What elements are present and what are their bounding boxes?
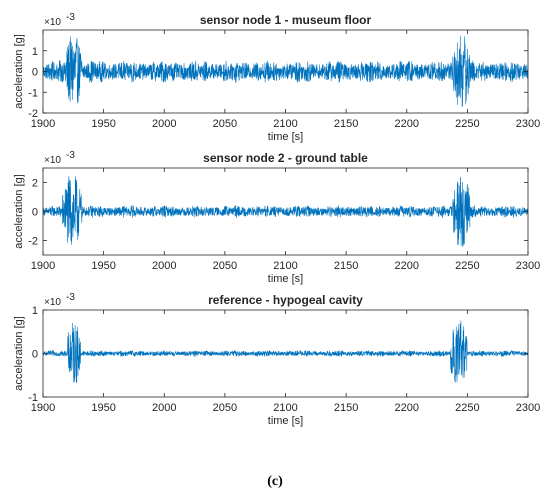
y-scale-exponent: -3 xyxy=(66,12,75,23)
x-tick-label: 1900 xyxy=(31,260,55,272)
signal-series-line xyxy=(43,176,528,247)
x-tick-label: 2200 xyxy=(395,260,419,272)
x-tick-label: 2150 xyxy=(334,402,358,414)
x-tick-label: 2150 xyxy=(334,118,358,130)
x-tick-label: 2100 xyxy=(273,118,297,130)
x-tick-label: 2000 xyxy=(152,260,176,272)
x-tick-label: 1950 xyxy=(91,402,115,414)
y-tick-label: -2 xyxy=(28,236,38,248)
signal-series-line xyxy=(43,35,528,107)
y-scale-factor: ×10 xyxy=(44,155,61,166)
x-tick-label: 2300 xyxy=(516,402,540,414)
panel-label: (c) xyxy=(267,474,283,489)
chart-2: 1900 1950 2000 2050 2100 2150 2200 2250 2300 -2 0 2… xyxy=(13,150,540,285)
y-tick-label: -1 xyxy=(28,392,38,404)
y-tick-label: -1 xyxy=(28,87,38,99)
chart-title: sensor node 1 - museum floor xyxy=(200,13,372,27)
x-tick-label: 2100 xyxy=(273,402,297,414)
x-tick-label: 2300 xyxy=(516,118,540,130)
x-tick-label: 1900 xyxy=(31,402,55,414)
x-tick-label: 2300 xyxy=(516,260,540,272)
y-scale-exponent: -3 xyxy=(66,292,75,303)
x-tick-label: 2150 xyxy=(334,260,358,272)
signal-series-line xyxy=(43,320,528,383)
x-tick-label: 2000 xyxy=(152,402,176,414)
y-axis-label: acceleration [g] xyxy=(13,174,25,249)
x-tick-label: 2000 xyxy=(152,118,176,130)
y-axis-label: acceleration [g] xyxy=(13,34,25,109)
y-scale-factor: ×10 xyxy=(44,17,61,28)
y-tick-label: 1 xyxy=(32,46,38,58)
y-scale-exponent: -3 xyxy=(66,150,75,161)
y-tick-label: 0 xyxy=(32,349,38,361)
x-tick-label: 1950 xyxy=(91,118,115,130)
x-tick-label: 2200 xyxy=(395,118,419,130)
chart-3: 1900 1950 2000 2050 2100 2150 2200 2250 2300 -1 0 1… xyxy=(13,292,540,427)
y-scale-factor: ×10 xyxy=(44,297,61,308)
y-tick-label: 2 xyxy=(32,178,38,190)
y-axis-label: acceleration [g] xyxy=(13,316,25,391)
x-axis-label: time [s] xyxy=(268,131,303,143)
y-tick-label: 0 xyxy=(32,67,38,79)
y-tick-label: 0 xyxy=(32,207,38,219)
chart-title: reference - hypogeal cavity xyxy=(208,293,363,307)
x-tick-label: 2250 xyxy=(455,118,479,130)
x-tick-label: 1950 xyxy=(91,260,115,272)
x-axis-label: time [s] xyxy=(268,273,303,285)
x-tick-label: 2200 xyxy=(395,402,419,414)
x-tick-label: 2100 xyxy=(273,260,297,272)
x-tick-label: 2050 xyxy=(213,260,237,272)
x-tick-label: 2250 xyxy=(455,402,479,414)
y-tick-label: 1 xyxy=(32,305,38,317)
chart-1: 1900 1950 2000 2050 2100 2150 2200 2250 2300 -2 -1… xyxy=(13,12,540,143)
x-tick-label: 2050 xyxy=(213,402,237,414)
chart-title: sensor node 2 - ground table xyxy=(203,151,368,165)
y-tick-label: -2 xyxy=(28,108,38,120)
x-tick-label: 1900 xyxy=(31,118,55,130)
x-tick-label: 2250 xyxy=(455,260,479,272)
x-tick-label: 2050 xyxy=(213,118,237,130)
x-axis-label: time [s] xyxy=(268,415,303,427)
